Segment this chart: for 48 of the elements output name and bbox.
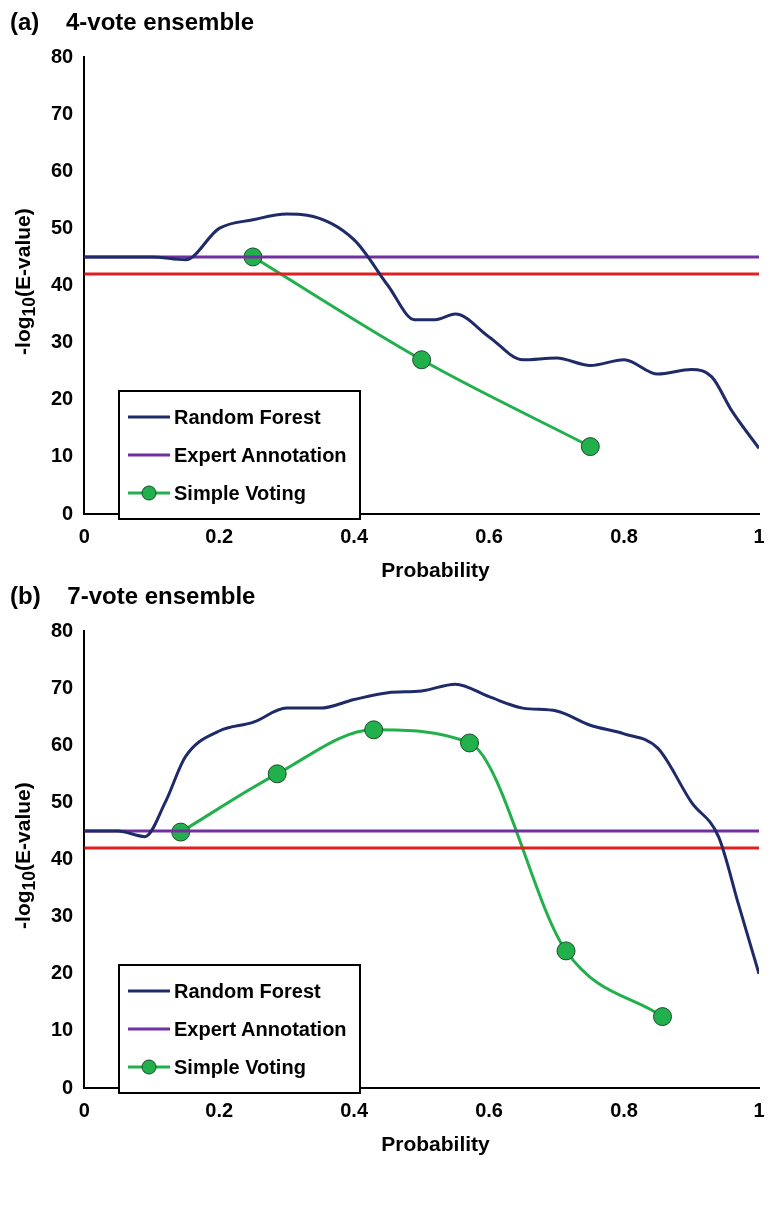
line-series	[84, 682, 759, 976]
chart-title: (a) 4-vote ensemble	[9, 8, 256, 37]
x-tick-label: 0.8	[610, 1098, 638, 1121]
legend-label: Simple Voting	[174, 481, 306, 505]
point	[653, 1007, 673, 1027]
chart-title: (b) 7-vote ensemble	[9, 582, 257, 611]
legend-label: Expert Annotation	[174, 443, 347, 467]
y-tick-label: 60	[51, 158, 74, 181]
y-tick-label: 20	[51, 387, 74, 410]
point	[364, 720, 384, 740]
x-axis-title: Probability	[380, 1132, 491, 1156]
point	[412, 350, 432, 370]
y-tick-label: 80	[51, 618, 74, 641]
x-tick-label: 0.4	[340, 524, 369, 547]
x-tick-label: 1	[753, 524, 765, 547]
x-tick-label: 0.8	[610, 524, 638, 547]
y-tick-label: 40	[51, 273, 74, 296]
x-tick-label: 0	[78, 1098, 90, 1121]
y-tick-label: 50	[51, 789, 74, 812]
y-tick-label: 70	[51, 101, 74, 124]
y-tick-label: 10	[51, 444, 74, 467]
y-tick-label: 30	[51, 330, 74, 353]
legend-label: Expert Annotation	[174, 1017, 347, 1041]
point	[580, 437, 600, 457]
y-tick-label: 30	[51, 904, 74, 927]
x-axis-title: Probability	[380, 558, 491, 582]
x-tick-label: 0.6	[475, 524, 503, 547]
point	[460, 733, 480, 753]
x-tick-label: 0.4	[340, 1098, 369, 1121]
y-tick-label: 60	[51, 732, 74, 755]
legend-label: Random Forest	[174, 979, 321, 1003]
x-tick-label: 0.2	[205, 524, 234, 547]
x-tick-label: 0	[78, 524, 90, 547]
legend-label: Simple Voting	[174, 1055, 306, 1079]
y-tick-label: 40	[51, 847, 74, 870]
y-tick-label: 80	[51, 44, 74, 67]
y-tick-label: 0	[62, 1075, 74, 1098]
point	[267, 764, 287, 784]
x-tick-label: 1	[753, 1098, 765, 1121]
x-tick-label: 0.6	[475, 1098, 503, 1121]
y-tick-label: 10	[51, 1018, 74, 1041]
y-tick-label: 70	[51, 675, 74, 698]
point	[556, 941, 576, 961]
y-tick-label: 0	[62, 501, 74, 524]
x-tick-label: 0.2	[205, 1098, 234, 1121]
legend-label: Random Forest	[174, 405, 321, 429]
y-tick-label: 20	[51, 961, 74, 984]
y-tick-label: 50	[51, 215, 74, 238]
